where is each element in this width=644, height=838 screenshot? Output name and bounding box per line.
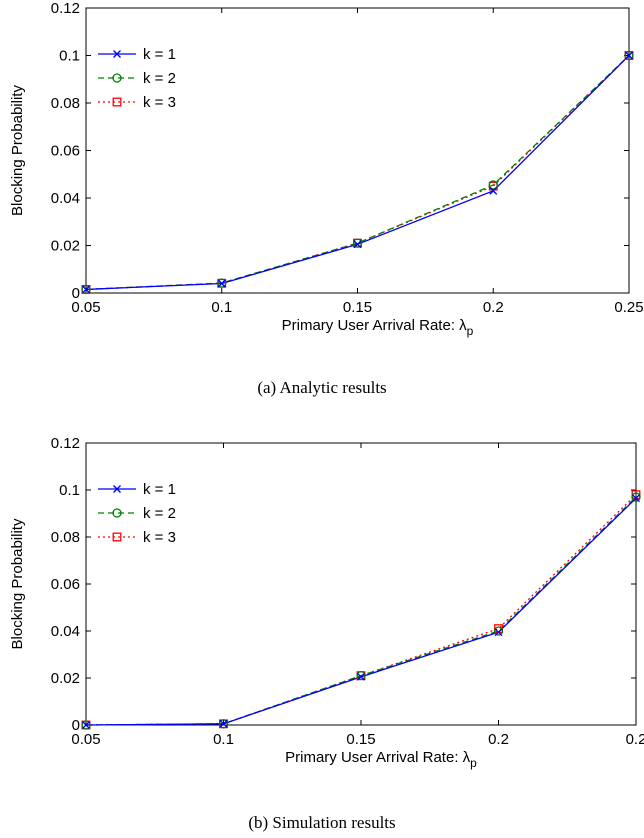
x-tick-label: 0.05 [71,299,100,316]
y-tick-label: 0.06 [51,576,80,593]
x-tick-label: 0.05 [71,731,100,748]
y-tick-label: 0 [72,717,80,734]
y-tick-label: 0.06 [51,143,80,160]
x-axis-label: Primary User Arrival Rate: λp [285,749,477,770]
data-point-series-2 [81,720,91,730]
data-point-series-2 [217,278,227,288]
y-tick-label: 0.04 [51,623,80,640]
x-axis-label: Primary User Arrival Rate: λp [282,317,474,338]
legend-marker [112,508,122,518]
legend-label: k = 3 [143,94,176,111]
legend: k = 1 k = 2 k = 3 [98,481,176,546]
legend-marker [113,50,121,58]
data-point-series-1 [217,279,226,288]
chart-1: 0 0.02 0.04 0.06 0.08 0.1 0.12 0.05 0.1 0.15 0.2 0.… [9,0,644,338]
legend-label: k = 3 [143,529,176,546]
data-point-series-1 [82,721,90,729]
caption-analytic: (a) Analytic results [257,378,387,397]
legend-marker [112,97,122,107]
data-point-series-1 [632,494,640,503]
y-tick-label: 0.1 [59,48,80,65]
legend-label: k = 2 [143,505,176,522]
series-line-1 [85,55,630,291]
y-tick-label: 0.08 [51,95,80,112]
x-tick-label: 0.2 [483,299,504,316]
legend-label: k = 2 [143,70,176,87]
y-tick-label: 0.02 [51,670,80,687]
legend-marker [112,532,122,542]
y-tick-label: 0.02 [51,238,80,255]
data-point-series-1 [219,719,228,728]
data-point-series-2 [624,50,634,61]
data-point-series-2 [356,671,366,681]
y-tick-label: 0.12 [51,435,80,452]
x-tick-label: 0.1 [213,731,234,748]
x-tick-label: 0.1 [211,299,232,316]
y-tick-label: 0.08 [51,529,80,546]
data-point-series-1 [353,240,362,249]
x-tick-label: 0.15 [346,731,375,748]
caption-simulation: (b) Simulation results [248,813,396,832]
data-point-series-2 [493,626,504,636]
data-point-series-1 [82,285,90,294]
data-point-series-2 [352,238,363,248]
series-line-3 [85,55,630,291]
data-point-series-1 [625,51,633,60]
y-tick-label: 0.1 [59,482,80,499]
legend-marker [113,485,121,493]
y-axis-label: Blocking Probability [9,85,26,216]
data-point-series-1 [357,672,365,681]
data-point-series-2 [218,719,229,729]
data-point-series-2 [81,284,91,295]
data-point-series-1 [489,186,498,195]
legend-label: k = 1 [143,481,176,498]
x-tick-label: 0.25 [614,299,643,316]
y-tick-label: 0.04 [51,190,80,207]
data-point-series-2 [488,180,498,190]
data-point-series-2 [631,492,641,502]
chart-2: 0 0.02 0.04 0.06 0.08 0.1 0.12 0.05 0.1 0.15 0.2 0.… [9,435,644,770]
x-tick-label: 0.2 [626,731,644,748]
legend: k = 1 k = 2 k = 3 [98,46,176,111]
x-tick-label: 0.15 [343,299,372,316]
y-axis-label: Blocking Probability [9,518,26,649]
legend-label: k = 1 [143,46,176,63]
data-point-series-1 [494,628,503,637]
legend-marker [112,73,122,83]
y-tick-label: 0 [72,285,80,302]
y-tick-label: 0.12 [51,0,80,17]
series-line-2 [85,55,630,291]
x-tick-label: 0.2 [488,731,509,748]
